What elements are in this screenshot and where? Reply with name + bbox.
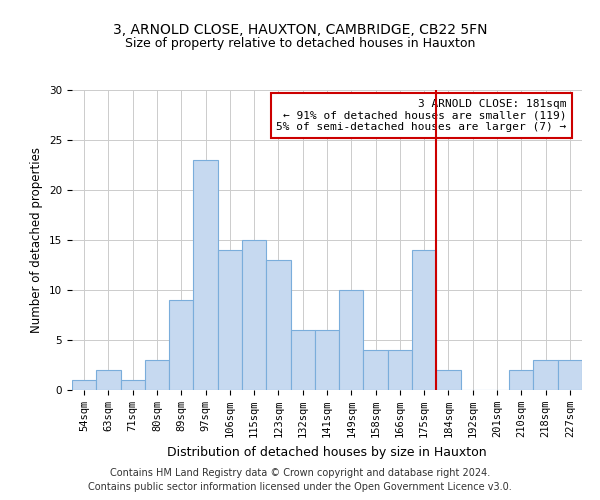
Bar [436, 370, 461, 390]
Bar [193, 160, 218, 390]
Text: Size of property relative to detached houses in Hauxton: Size of property relative to detached ho… [125, 38, 475, 51]
Bar [72, 380, 96, 390]
Text: 3 ARNOLD CLOSE: 181sqm
← 91% of detached houses are smaller (119)
5% of semi-det: 3 ARNOLD CLOSE: 181sqm ← 91% of detached… [277, 99, 567, 132]
Bar [145, 360, 169, 390]
Text: Contains public sector information licensed under the Open Government Licence v3: Contains public sector information licen… [88, 482, 512, 492]
Bar [169, 300, 193, 390]
Text: 3, ARNOLD CLOSE, HAUXTON, CAMBRIDGE, CB22 5FN: 3, ARNOLD CLOSE, HAUXTON, CAMBRIDGE, CB2… [113, 22, 487, 36]
Text: Contains HM Land Registry data © Crown copyright and database right 2024.: Contains HM Land Registry data © Crown c… [110, 468, 490, 477]
Bar [242, 240, 266, 390]
Bar [266, 260, 290, 390]
Bar [509, 370, 533, 390]
Bar [388, 350, 412, 390]
Bar [533, 360, 558, 390]
Bar [218, 250, 242, 390]
X-axis label: Distribution of detached houses by size in Hauxton: Distribution of detached houses by size … [167, 446, 487, 458]
Y-axis label: Number of detached properties: Number of detached properties [31, 147, 43, 333]
Bar [364, 350, 388, 390]
Bar [315, 330, 339, 390]
Bar [339, 290, 364, 390]
Bar [412, 250, 436, 390]
Bar [96, 370, 121, 390]
Bar [121, 380, 145, 390]
Bar [290, 330, 315, 390]
Bar [558, 360, 582, 390]
